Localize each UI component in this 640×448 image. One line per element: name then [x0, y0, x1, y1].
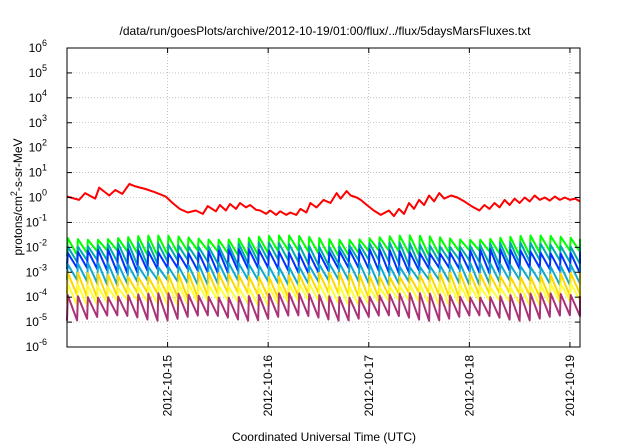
y-tick-label: 10-1 [26, 212, 47, 229]
y-axis-label-rest: -s-sr-MeV [11, 138, 25, 191]
y-tick-exp: 2 [42, 138, 47, 148]
y-tick-exp: -3 [39, 262, 47, 272]
chart-title: /data/run/goesPlots/archive/2012-10-19/0… [120, 24, 532, 38]
y-tick-base: 10 [29, 66, 43, 80]
y-axis: 10610510410310210110010-110-210-310-410-… [26, 38, 580, 354]
series-line [66, 248, 581, 275]
y-tick-exp: 0 [42, 188, 47, 198]
series-line [66, 182, 581, 218]
y-tick-exp: 3 [42, 113, 47, 123]
y-tick-label: 10-6 [26, 337, 47, 354]
y-tick-base: 10 [26, 215, 40, 229]
y-tick-base: 10 [29, 191, 43, 205]
y-tick-exp: 5 [42, 63, 47, 73]
series-line [66, 241, 581, 267]
y-tick-base: 10 [26, 265, 40, 279]
y-tick-base: 10 [29, 41, 43, 55]
series-line [66, 282, 581, 307]
y-tick-label: 10-4 [26, 287, 47, 304]
y-tick-label: 10-3 [26, 262, 47, 279]
y-tick-label: 105 [29, 63, 47, 80]
y-tick-base: 10 [26, 340, 40, 354]
y-tick-base: 10 [29, 141, 43, 155]
x-axis-label: Coordinated Universal Time (UTC) [232, 430, 416, 444]
y-axis-label-sup: 2 [9, 191, 19, 196]
data-series [66, 182, 581, 322]
y-tick-base: 10 [26, 290, 40, 304]
y-tick-base: 10 [29, 166, 43, 180]
y-axis-label-base: protons/cm [11, 196, 25, 255]
y-tick-exp: -1 [39, 212, 47, 222]
y-tick-exp: 4 [42, 88, 47, 98]
x-tick-label: 2012-10-18 [462, 355, 476, 417]
y-tick-base: 10 [26, 240, 40, 254]
x-tick-label: 2012-10-19 [563, 355, 577, 417]
series-line [66, 271, 581, 300]
y-tick-exp: -2 [39, 237, 47, 247]
y-tick-label: 101 [29, 163, 47, 180]
y-tick-exp: -6 [39, 337, 47, 347]
series-line [66, 261, 581, 287]
y-tick-label: 10-2 [26, 237, 47, 254]
y-tick-exp: 1 [42, 163, 47, 173]
y-tick-base: 10 [29, 91, 43, 105]
y-tick-label: 102 [29, 138, 47, 155]
y-tick-base: 10 [26, 315, 40, 329]
y-tick-base: 10 [29, 116, 43, 130]
y-tick-exp: -4 [39, 287, 47, 297]
y-tick-label: 106 [29, 38, 47, 55]
x-tick-label: 2012-10-15 [161, 355, 175, 417]
series-line [66, 292, 581, 322]
y-tick-label: 104 [29, 88, 47, 105]
y-tick-exp: 6 [42, 38, 47, 48]
x-tick-label: 2012-10-17 [362, 355, 376, 417]
y-tick-exp: -5 [39, 312, 47, 322]
x-tick-label: 2012-10-16 [261, 355, 275, 417]
y-tick-label: 10-5 [26, 312, 47, 329]
y-tick-label: 100 [29, 188, 47, 205]
y-tick-label: 103 [29, 113, 47, 130]
y-axis-label: protons/cm2-s-sr-MeV [9, 138, 25, 255]
series-line [66, 234, 581, 257]
x-axis: 2012-10-15 2012-10-16 2012-10-17 2012-10-18… [161, 48, 577, 416]
